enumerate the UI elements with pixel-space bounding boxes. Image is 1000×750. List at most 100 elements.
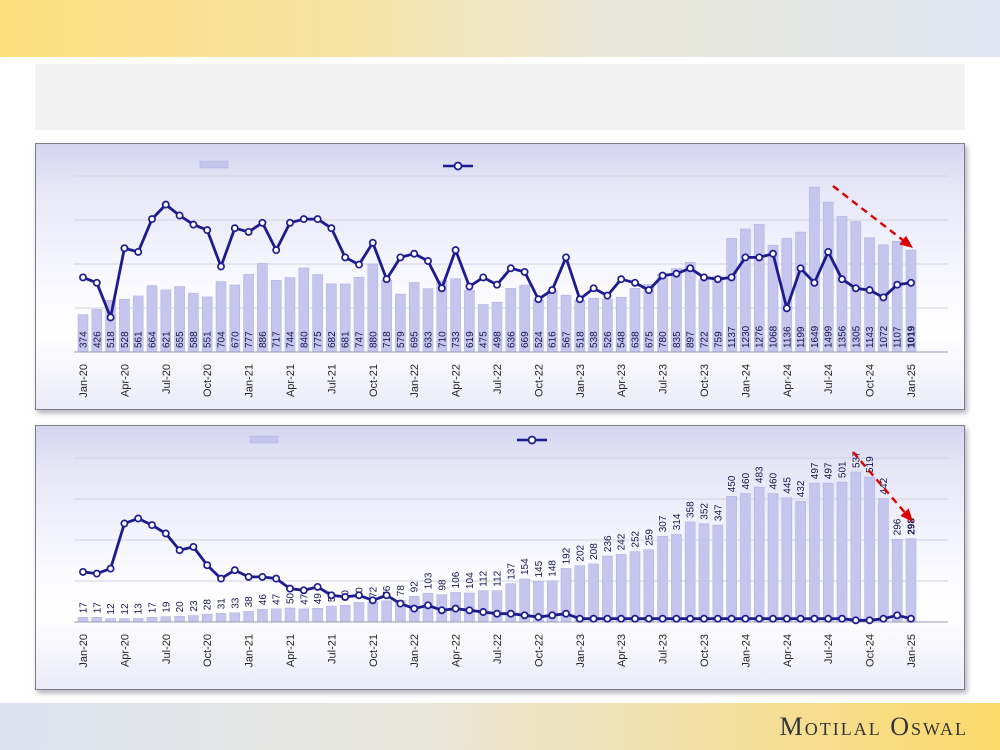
line-marker	[424, 601, 432, 610]
line-marker	[796, 614, 805, 623]
x-axis-tick-label: Jul-24	[823, 634, 835, 664]
bar-value-label: 78	[396, 585, 407, 597]
line-marker	[589, 614, 598, 623]
bar	[878, 498, 889, 623]
bar-value-label: 579	[396, 331, 407, 348]
bar-value-label: 1230	[741, 325, 752, 348]
line-marker	[451, 246, 460, 255]
bar-value-label: 12	[120, 603, 131, 615]
line-marker	[286, 584, 294, 593]
bar-value-label: 50	[286, 592, 297, 604]
bar-value-label: 1107	[893, 326, 904, 348]
line-marker	[700, 614, 708, 623]
line-marker	[382, 591, 391, 600]
line-marker	[534, 613, 543, 621]
bar-value-label: 106	[451, 571, 462, 588]
bar-value-label: 112	[493, 570, 504, 586]
bar-value-label: 526	[603, 331, 614, 348]
bar-value-label: 718	[382, 331, 393, 348]
bar-value-label: 450	[727, 475, 738, 492]
bar-value-label: 551	[203, 331, 214, 348]
line-marker	[161, 200, 170, 209]
bar-value-label: 46	[258, 594, 269, 606]
x-axis-tick-label: Apr-20	[119, 634, 131, 667]
line-marker	[148, 215, 156, 224]
bar-value-label: 744	[286, 331, 297, 348]
line-marker	[479, 273, 488, 282]
bar	[119, 618, 130, 623]
bar-value-label: 636	[506, 331, 517, 348]
bar	[381, 600, 392, 623]
bar-value-label: 497	[810, 462, 821, 479]
line-marker	[644, 286, 653, 295]
line-marker	[396, 599, 405, 608]
line-marker	[548, 611, 557, 620]
line-marker	[658, 614, 667, 623]
bar-value-label: 347	[713, 504, 724, 521]
x-axis-tick-label: Apr-24	[782, 364, 794, 397]
x-axis-tick-label: Oct-22	[533, 634, 545, 667]
title-bar	[35, 64, 965, 130]
bar-value-label: 1305	[851, 325, 862, 348]
bar	[339, 604, 351, 623]
bar-value-label: 426	[92, 331, 103, 348]
x-axis-tick-label: Apr-20	[119, 364, 131, 397]
line-marker	[382, 275, 391, 284]
bar	[326, 605, 337, 623]
x-axis-tick-label: Oct-23	[699, 364, 711, 397]
line-marker	[782, 304, 791, 313]
bar	[588, 563, 599, 623]
line-marker	[341, 592, 350, 601]
bar-value-label: 47	[299, 593, 310, 605]
x-axis-tick-label: Oct-21	[368, 364, 380, 397]
declining-trend-arrow-shaft	[832, 185, 906, 243]
bar	[657, 536, 668, 623]
line-marker	[520, 267, 529, 276]
bar-value-label: 208	[589, 543, 600, 560]
bar-value-label: 722	[700, 331, 711, 348]
bar-value-label: 483	[755, 466, 766, 483]
bar-labels-group: 1717121213171920232831333846475047495760…	[79, 451, 918, 615]
bar-value-label: 148	[548, 560, 559, 577]
bar-value-label: 681	[341, 331, 352, 348]
x-axis-tick-label: Jul-24	[823, 364, 835, 394]
line-marker	[437, 284, 446, 293]
legend-line-marker	[527, 435, 537, 445]
bar-value-label: 76	[382, 585, 393, 597]
x-axis-labels-group: Jan-20 Apr-20 Jul-20 Oct-20 Jan-21 Apr-21 Jul-…	[78, 364, 918, 398]
line-marker	[838, 614, 846, 623]
bar-value-label: 145	[534, 560, 545, 577]
bar	[243, 611, 254, 623]
line-marker	[424, 257, 432, 265]
line-marker	[203, 226, 212, 235]
line-marker	[755, 614, 764, 623]
x-axis-tick-label: Apr-23	[616, 634, 628, 667]
bar-value-label: 307	[658, 515, 669, 532]
line-marker	[506, 264, 515, 273]
bar-value-label: 538	[589, 331, 600, 348]
bar-value-label: 717	[272, 331, 283, 348]
x-axis-tick-label: Jan-23	[575, 364, 587, 398]
line-marker	[672, 614, 681, 623]
line-marker	[341, 253, 350, 262]
line-marker	[534, 295, 543, 304]
line-marker	[396, 253, 405, 262]
line-marker	[217, 262, 225, 271]
bar-value-label: 670	[230, 331, 241, 348]
line-marker	[575, 614, 584, 623]
bar-value-label: 358	[686, 501, 697, 518]
bar-value-label: 501	[838, 461, 849, 478]
bar-value-label: 1068	[769, 325, 780, 348]
bar-value-label: 518	[575, 331, 586, 348]
bar-value-label: 840	[299, 331, 310, 348]
line-marker	[741, 614, 750, 623]
bar-value-label: 588	[189, 331, 200, 348]
line-marker	[120, 519, 129, 528]
bar-value-label: 298	[907, 518, 918, 535]
line-marker	[161, 529, 170, 538]
line-marker	[106, 564, 115, 573]
bar-line-chart-top: 374 426 518 528 561 664 621 655 588 551 704 670 777 8…	[74, 160, 948, 398]
line-marker	[313, 582, 322, 591]
bar-value-label: 202	[575, 544, 586, 561]
